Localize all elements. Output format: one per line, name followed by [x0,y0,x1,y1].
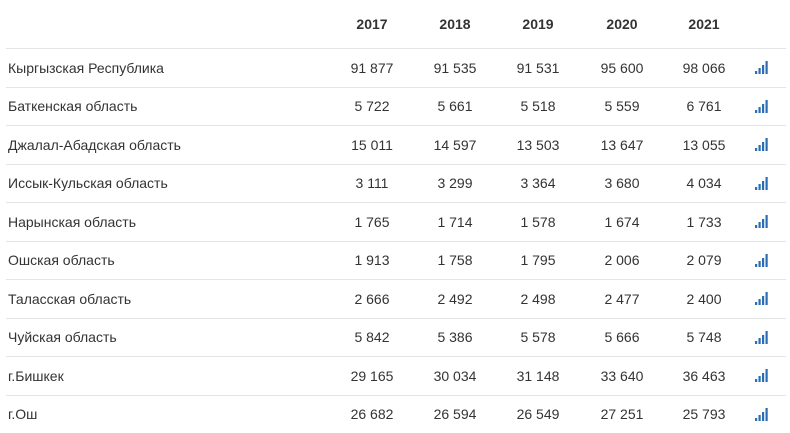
value-cell: 1 765 [336,203,408,241]
bar-chart-icon[interactable] [750,280,774,318]
bar-chart-icon[interactable] [750,319,774,357]
region-name: Ошская область [8,242,328,280]
value-cell: 1 714 [419,203,491,241]
value-cell: 25 793 [668,396,740,433]
value-cell: 31 148 [502,357,574,395]
value-cell: 15 011 [336,126,408,164]
bar-chart-icon[interactable] [750,165,774,203]
region-name: г.Ош [8,396,328,433]
column-header-year[interactable]: 2018 [419,0,491,48]
region-name: г.Бишкек [8,357,328,395]
value-cell: 27 251 [586,396,658,433]
bar-chart-icon[interactable] [750,49,774,87]
value-cell: 5 666 [586,319,658,357]
value-cell: 3 364 [502,165,574,203]
bar-chart-icon[interactable] [750,88,774,126]
value-cell: 26 594 [419,396,491,433]
region-name: Нарынская область [8,203,328,241]
value-cell: 1 733 [668,203,740,241]
value-cell: 4 034 [668,165,740,203]
bar-chart-icon[interactable] [750,203,774,241]
value-cell: 33 640 [586,357,658,395]
value-cell: 98 066 [668,49,740,87]
column-header-year[interactable]: 2019 [502,0,574,48]
region-name: Кыргызская Республика [8,49,328,87]
value-cell: 36 463 [668,357,740,395]
value-cell: 5 518 [502,88,574,126]
column-header-year[interactable]: 2021 [668,0,740,48]
value-cell: 5 386 [419,319,491,357]
value-cell: 6 761 [668,88,740,126]
value-cell: 26 682 [336,396,408,433]
value-cell: 29 165 [336,357,408,395]
table-header: 2017 2018 2019 2020 2021 [6,0,786,49]
value-cell: 2 079 [668,242,740,280]
value-cell: 13 647 [586,126,658,164]
value-cell: 3 299 [419,165,491,203]
region-name: Джалал-Абадская область [8,126,328,164]
value-cell: 2 477 [586,280,658,318]
value-cell: 5 722 [336,88,408,126]
value-cell: 91 531 [502,49,574,87]
value-cell: 91 535 [419,49,491,87]
value-cell: 13 503 [502,126,574,164]
value-cell: 30 034 [419,357,491,395]
bar-chart-icon[interactable] [750,126,774,164]
value-cell: 1 674 [586,203,658,241]
value-cell: 1 758 [419,242,491,280]
value-cell: 5 661 [419,88,491,126]
value-cell: 5 842 [336,319,408,357]
value-cell: 3 111 [336,165,408,203]
region-name: Таласская область [8,280,328,318]
bar-chart-icon[interactable] [750,357,774,395]
value-cell: 2 400 [668,280,740,318]
column-header-year[interactable]: 2017 [336,0,408,48]
bar-chart-icon[interactable] [750,396,774,433]
value-cell: 2 492 [419,280,491,318]
value-cell: 1 578 [502,203,574,241]
value-cell: 3 680 [586,165,658,203]
value-cell: 95 600 [586,49,658,87]
value-cell: 2 006 [586,242,658,280]
value-cell: 5 578 [502,319,574,357]
region-name: Иссык-Кульская область [8,165,328,203]
value-cell: 1 913 [336,242,408,280]
value-cell: 13 055 [668,126,740,164]
value-cell: 5 559 [586,88,658,126]
region-name: Чуйская область [8,319,328,357]
value-cell: 2 498 [502,280,574,318]
value-cell: 91 877 [336,49,408,87]
value-cell: 5 748 [668,319,740,357]
region-name: Баткенская область [8,88,328,126]
value-cell: 14 597 [419,126,491,164]
value-cell: 2 666 [336,280,408,318]
column-header-year[interactable]: 2020 [586,0,658,48]
data-table: 2017 2018 2019 2020 2021 Кыргызская Респ… [6,0,786,433]
value-cell: 26 549 [502,396,574,433]
value-cell: 1 795 [502,242,574,280]
bar-chart-icon[interactable] [750,242,774,280]
